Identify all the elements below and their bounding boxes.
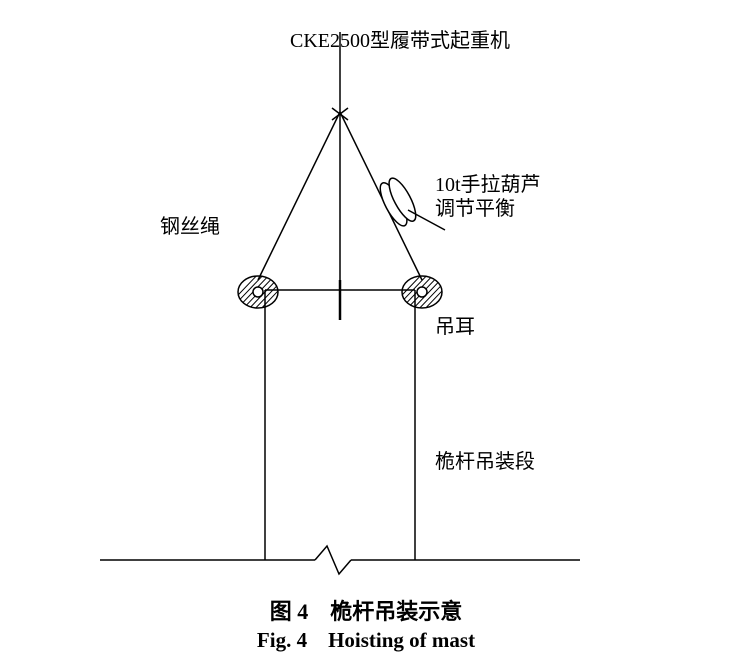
caption-cn: 图 4 桅杆吊装示意 <box>0 594 732 626</box>
label-crane: CKE2500型履带式起重机 <box>290 24 510 53</box>
label-mast-section: 桅杆吊装段 <box>435 445 535 474</box>
label-lug: 吊耳 <box>435 310 475 339</box>
label-hoist-2: 调节平衡 <box>435 192 515 221</box>
diagram-svg <box>0 0 732 658</box>
caption-en: Fig. 4 Hoisting of mast <box>0 624 732 654</box>
label-wire-rope: 钢丝绳 <box>160 210 220 239</box>
mast-hoisting-diagram: CKE2500型履带式起重机 钢丝绳 10t手拉葫芦 调节平衡 吊耳 桅杆吊装段… <box>0 0 732 658</box>
